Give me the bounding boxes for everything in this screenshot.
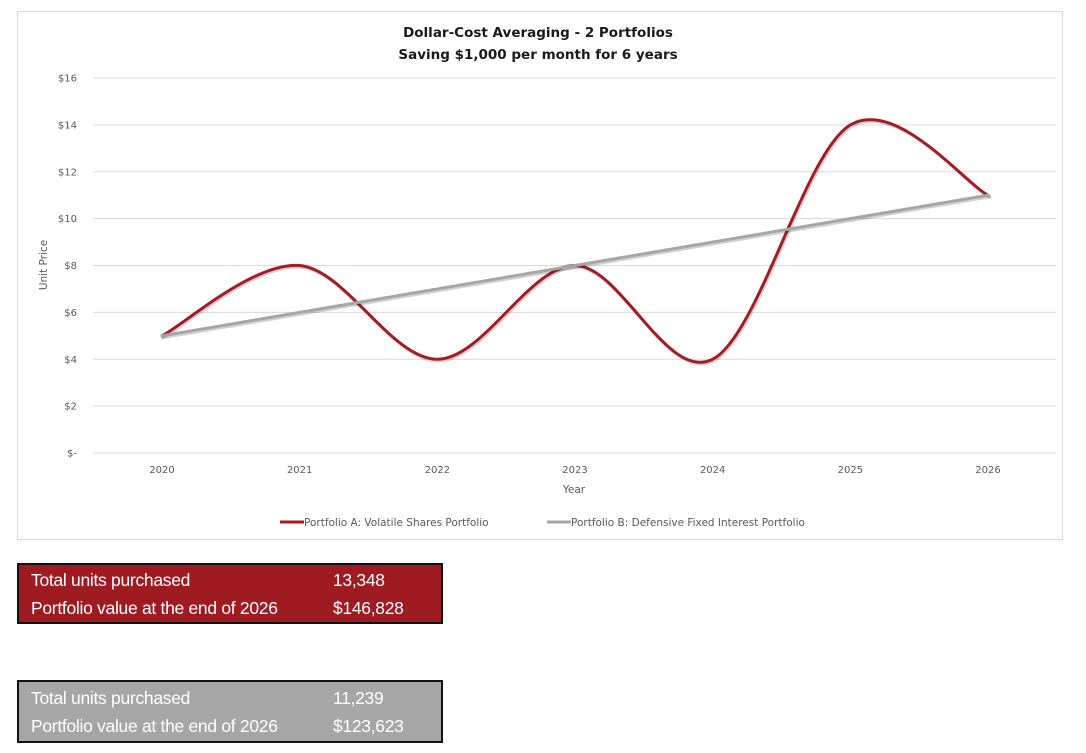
series-lines [160, 118, 991, 366]
legend-label-portfolio-b: Portfolio B: Defensive Fixed Interest Po… [571, 517, 805, 529]
x-tick-label: 2020 [149, 465, 174, 476]
summary-b-units-row: Total units purchased 11,239 [19, 684, 441, 712]
x-axis-title: Year [562, 484, 586, 496]
portfolio-b-summary: Total units purchased 11,239 Portfolio v… [17, 680, 443, 743]
summary-b-value-label: Portfolio value at the end of 2026 [31, 715, 278, 736]
data-point-portfolio-a [298, 264, 301, 267]
data-point-portfolio-a [436, 358, 439, 361]
summary-a-value-value: $146,828 [333, 597, 404, 618]
legend-label-portfolio-a: Portfolio A: Volatile Shares Portfolio [304, 517, 489, 529]
x-tick-label: 2023 [562, 465, 587, 476]
series-shadow-portfolio-a [161, 119, 991, 366]
y-tick-label: $16 [58, 74, 77, 85]
data-point-portfolio-b [987, 194, 990, 197]
summary-a-value-row: Portfolio value at the end of 2026 $146,… [19, 594, 441, 622]
summary-b-value-row: Portfolio value at the end of 2026 $123,… [19, 712, 441, 740]
series-line-portfolio-a [160, 118, 990, 364]
data-point-portfolio-a [849, 123, 852, 126]
y-tick-label: $14 [58, 120, 77, 131]
portfolio-a-summary: Total units purchased 13,348 Portfolio v… [17, 563, 443, 624]
x-tick-label: 2026 [975, 465, 1000, 476]
chart-title: Dollar-Cost Averaging - 2 Portfolios [403, 25, 673, 41]
y-tick-label: $12 [58, 167, 77, 178]
y-tick-label: $6 [64, 308, 77, 319]
data-point-portfolio-b [161, 334, 164, 337]
data-point-portfolio-a [711, 358, 714, 361]
x-tick-label: 2022 [425, 465, 450, 476]
data-point-portfolio-b [574, 264, 577, 267]
data-point-portfolio-b [849, 217, 852, 220]
chart-area: Dollar-Cost Averaging - 2 Portfolios Sav… [17, 11, 1063, 540]
y-axis-title: Unit Price [38, 240, 50, 290]
line-chart: Dollar-Cost Averaging - 2 Portfolios Sav… [38, 25, 1056, 529]
data-point-portfolio-b [298, 311, 301, 314]
y-tick-label: $8 [64, 261, 77, 272]
y-tick-label: $10 [58, 214, 77, 225]
y-tick-label: $4 [64, 355, 77, 366]
series-line-portfolio-b [160, 193, 990, 338]
y-tick-label: $2 [64, 402, 77, 413]
legend: Portfolio A: Volatile Shares Portfolio P… [280, 517, 805, 529]
summary-a-value-label: Portfolio value at the end of 2026 [31, 597, 278, 618]
x-tick-label: 2025 [838, 465, 863, 476]
chart-subtitle: Saving $1,000 per month for 6 years [398, 47, 677, 63]
summary-a-units-row: Total units purchased 13,348 [19, 566, 441, 594]
x-tick-label: 2024 [700, 465, 725, 476]
data-point-portfolio-b [436, 287, 439, 290]
summary-a-units-value: 13,348 [333, 569, 385, 590]
data-point-portfolio-b [711, 241, 714, 244]
y-tick-label: $- [67, 449, 77, 460]
summary-a-units-label: Total units purchased [31, 569, 191, 590]
x-axis-ticks: 2020 2021 2022 2023 2024 2025 2026 [149, 465, 1000, 476]
summary-b-value-value: $123,623 [333, 715, 404, 736]
summary-b-units-value: 11,239 [333, 687, 384, 708]
summary-b-units-label: Total units purchased [31, 687, 191, 708]
x-tick-label: 2021 [287, 465, 312, 476]
series-shadow-portfolio-b [161, 194, 991, 340]
y-axis-ticks: $- $2 $4 $6 $8 $10 $12 $14 $16 [58, 74, 77, 460]
